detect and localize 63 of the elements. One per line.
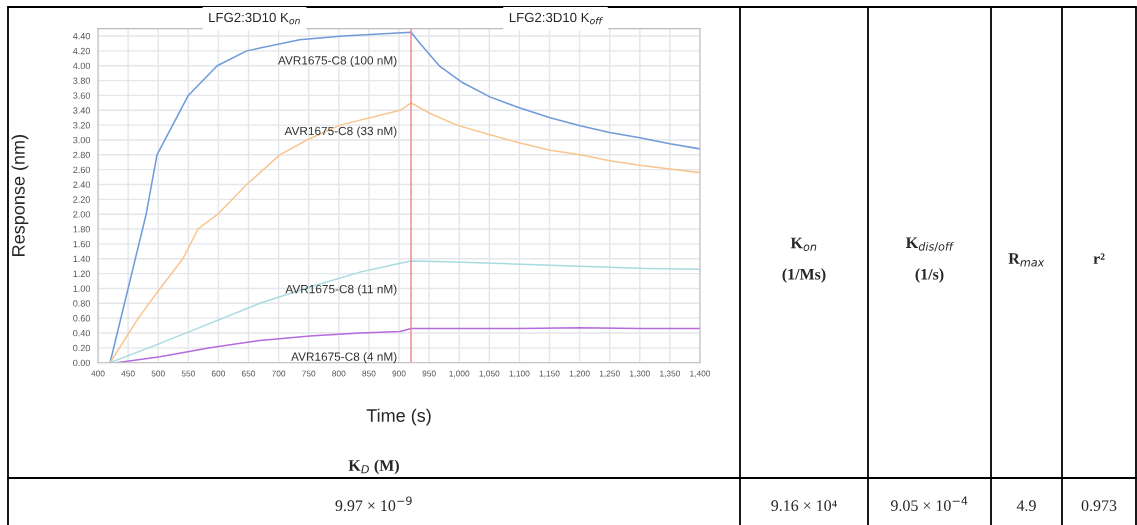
text: K$_{D}$ (M) [348,459,399,475]
y-tick-label: 0.60 [73,315,91,322]
x-tick-label: 550 [181,370,195,377]
x-tick-label: 700 [272,370,286,377]
x-tick-label: 800 [332,370,346,377]
y-tick-label: 4.20 [73,47,91,55]
y-tick-label: 0.80 [73,300,91,307]
x-axis-title: Time (s) [366,408,431,426]
text: 4.9 [1016,500,1036,512]
x-tick-label: 400 [91,370,105,377]
x-tick-label: 850 [362,370,376,377]
series-label: AVR1675-C8 (4 nM) [291,352,397,364]
text: 9.97 × 10$^{−9}$ [335,496,412,512]
x-tick-label: 1,200 [569,370,590,378]
y-tick-label: 2.80 [73,151,91,159]
text: R$_{max}$ [1008,253,1045,267]
x-tick-label: 1,250 [599,370,620,378]
x-tick-label: 1,050 [479,370,500,378]
y-tick-label: 3.80 [73,77,91,84]
y-tick-label: 1.20 [73,270,91,277]
line-series [109,260,700,363]
text: LFG2:3D10 K$_{on}$ [209,12,300,25]
y-tick-label: 2.00 [73,211,91,218]
y-tick-label: 3.60 [73,92,91,99]
x-tick-label: 450 [121,370,135,377]
text: LFG2:3D10 K$_{off}$ [509,12,603,25]
series-label: AVR1675-C8 (100 nM) [277,55,397,67]
x-tick-label: 500 [151,370,165,377]
x-tick-label: 1,300 [630,370,650,378]
x-tick-label: 650 [241,370,256,377]
x-tick-label: 1,100 [509,370,530,378]
text: 9.05 × 10$^{−4}$ [890,496,968,512]
y-tick-label: 1.60 [73,240,91,248]
y-tick-label: 4.00 [73,62,91,70]
x-tick-label: 1,350 [660,370,680,378]
y-tick-label: 2.60 [73,166,91,174]
y-tick-label: 3.20 [73,122,91,129]
x-tick-label: 1,400 [690,370,711,378]
y-tick-label: 2.40 [73,181,91,188]
x-tick-label: 1,000 [449,370,470,378]
y-tick-label: 0.20 [73,344,91,352]
y-tick-label: 3.00 [73,136,91,144]
x-tick-label: 1,150 [539,370,560,378]
series-label: AVR1675-C8 (11 nM) [285,284,397,296]
x-tick-label: 600 [211,370,226,377]
text: K$_{on}$ (1/Ms) [782,237,826,283]
y-tick-label: 1.80 [73,226,91,233]
y-tick-label: 0.00 [73,359,91,367]
line-series [109,102,700,363]
x-tick-label: 750 [302,370,316,377]
text: r² [1093,253,1105,264]
y-tick-label: 2.20 [73,196,91,203]
y-tick-label: 1.40 [73,255,91,263]
y-tick-label: 1.00 [73,285,91,292]
text: K$_{dis/off}$ (1/s) [905,237,955,283]
y-axis-title: Response (nm) [11,135,29,256]
y-tick-label: 0.40 [73,329,91,337]
y-tick-label: 4.40 [73,32,91,40]
y-tick-label: 3.40 [73,107,91,114]
x-tick-label: 900 [392,370,406,377]
text: 0.973 [1081,500,1117,512]
text: 9.16 × 10⁴ [771,500,837,512]
x-tick-label: 950 [422,370,436,377]
